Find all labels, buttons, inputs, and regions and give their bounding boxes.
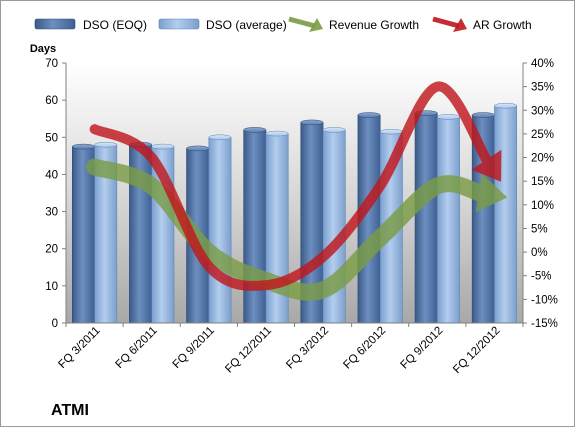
revenue-growth-arrow (86, 158, 508, 301)
bar-dso-average-cap (265, 130, 289, 137)
right-tick-label: 30% (531, 105, 554, 117)
legend-arrow-ar-growth (432, 16, 467, 32)
bar-dso-eoq-cap (186, 145, 210, 152)
x-tick-label: FQ 3/2012 (284, 325, 331, 372)
x-tick-label: FQ 6/2012 (341, 325, 388, 372)
bar-dso-eoq-cap (243, 127, 267, 133)
right-tick-label: 35% (531, 82, 554, 94)
left-tick-label: 0 (52, 318, 58, 330)
bar-dso-eoq-cap (357, 112, 381, 118)
y-axis-title: Days (30, 43, 56, 55)
right-tick-label: -5% (531, 271, 551, 283)
bar-dso-average-cap (322, 127, 346, 133)
legend-label-dso-eoq: DSO (EOQ) (83, 18, 147, 32)
right-tick-label: 40% (531, 58, 554, 70)
x-tick-label: FQ 9/2011 (171, 325, 217, 371)
revenue-growth-arrow-head (475, 173, 508, 213)
left-tick-label: 10 (45, 281, 58, 293)
bar-dso-eoq-cap (300, 119, 324, 126)
left-tick-label: 60 (45, 95, 58, 107)
left-tick-label: 30 (45, 207, 58, 219)
bar-dso-average-cap (151, 143, 175, 150)
ar-growth-arrow-head (471, 149, 502, 182)
bar-dso-eoq (71, 143, 95, 324)
bar-dso-eoq (414, 110, 438, 324)
bar-dso-average-cap (94, 141, 118, 148)
x-tick-label: FQ 12/2012 (451, 325, 502, 376)
left-tick-label: 70 (45, 58, 58, 70)
growth-arrows (86, 81, 508, 301)
legend-item-ar-growth: AR Growth (432, 16, 532, 32)
legend: DSO (EOQ) DSO (average) Revenue Growth A… (34, 16, 532, 32)
legend-label-revenue-growth: Revenue Growth (329, 18, 419, 32)
revenue-growth-arrow-path (86, 158, 489, 301)
left-tick-label: 20 (45, 244, 58, 256)
legend-arrow-revenue-growth (288, 16, 323, 32)
bar-dso-average-body (437, 116, 460, 324)
left-axis: 0 10 20 30 40 50 60 70 (45, 58, 67, 330)
bar-dso-eoq (243, 127, 267, 324)
right-tick-label: 15% (531, 176, 554, 188)
bar-dso-average (494, 102, 518, 324)
left-tick-label: 50 (45, 132, 58, 144)
right-tick-label: -15% (531, 318, 558, 330)
x-axis: FQ 3/2011 FQ 6/2011 FQ 9/2011 FQ 12/2011 FQ … (56, 322, 524, 376)
right-tick-label: 25% (531, 129, 554, 141)
x-tick-label: FQ 3/2011 (56, 325, 102, 371)
legend-label-dso-average: DSO (average) (206, 18, 287, 32)
x-tick-label: FQ 12/2011 (223, 325, 274, 376)
left-tick-label: 40 (45, 169, 58, 181)
bar-dso-average (437, 114, 460, 324)
legend-item-revenue-growth: Revenue Growth (288, 16, 419, 32)
ar-growth-arrow-path (89, 81, 493, 291)
bar-dso-eoq-body (414, 112, 438, 324)
right-tick-label: 0% (531, 247, 548, 259)
legend-label-ar-growth: AR Growth (473, 18, 532, 32)
right-tick-label: -10% (531, 294, 558, 306)
x-tick-label: FQ 9/2012 (399, 325, 446, 372)
legend-item-dso-average: DSO (average) (158, 18, 287, 32)
bar-dso-average-cap (379, 128, 403, 135)
legend-swatch-dso-average (158, 18, 200, 30)
bar-dso-eoq-body (243, 129, 267, 324)
right-tick-label: 5% (531, 223, 548, 235)
ar-growth-arrow (89, 81, 502, 291)
bar-dso-average-cap (208, 134, 232, 141)
bar-dso-eoq-cap (471, 112, 495, 118)
right-axis: -15% -10% -5% 0% 5% 10% 15% 20% 25% 30% 35% 40% (522, 58, 558, 330)
bar-dso-average (94, 141, 118, 324)
bar-dso-average-body (494, 105, 518, 324)
right-tick-label: 10% (531, 200, 554, 212)
company-label: ATMI (51, 402, 89, 419)
bar-dso-average-body (208, 136, 232, 324)
legend-swatch-dso-eoq (34, 18, 76, 30)
bar-dso-average-cap (494, 102, 517, 109)
bar-dso-average (208, 134, 232, 324)
bar-dso-eoq-cap (72, 143, 95, 150)
bar-dso-average-cap (437, 114, 460, 120)
legend-item-dso-eoq: DSO (EOQ) (34, 18, 147, 32)
right-tick-label: 20% (531, 153, 554, 165)
x-tick-label: FQ 6/2011 (113, 325, 159, 371)
